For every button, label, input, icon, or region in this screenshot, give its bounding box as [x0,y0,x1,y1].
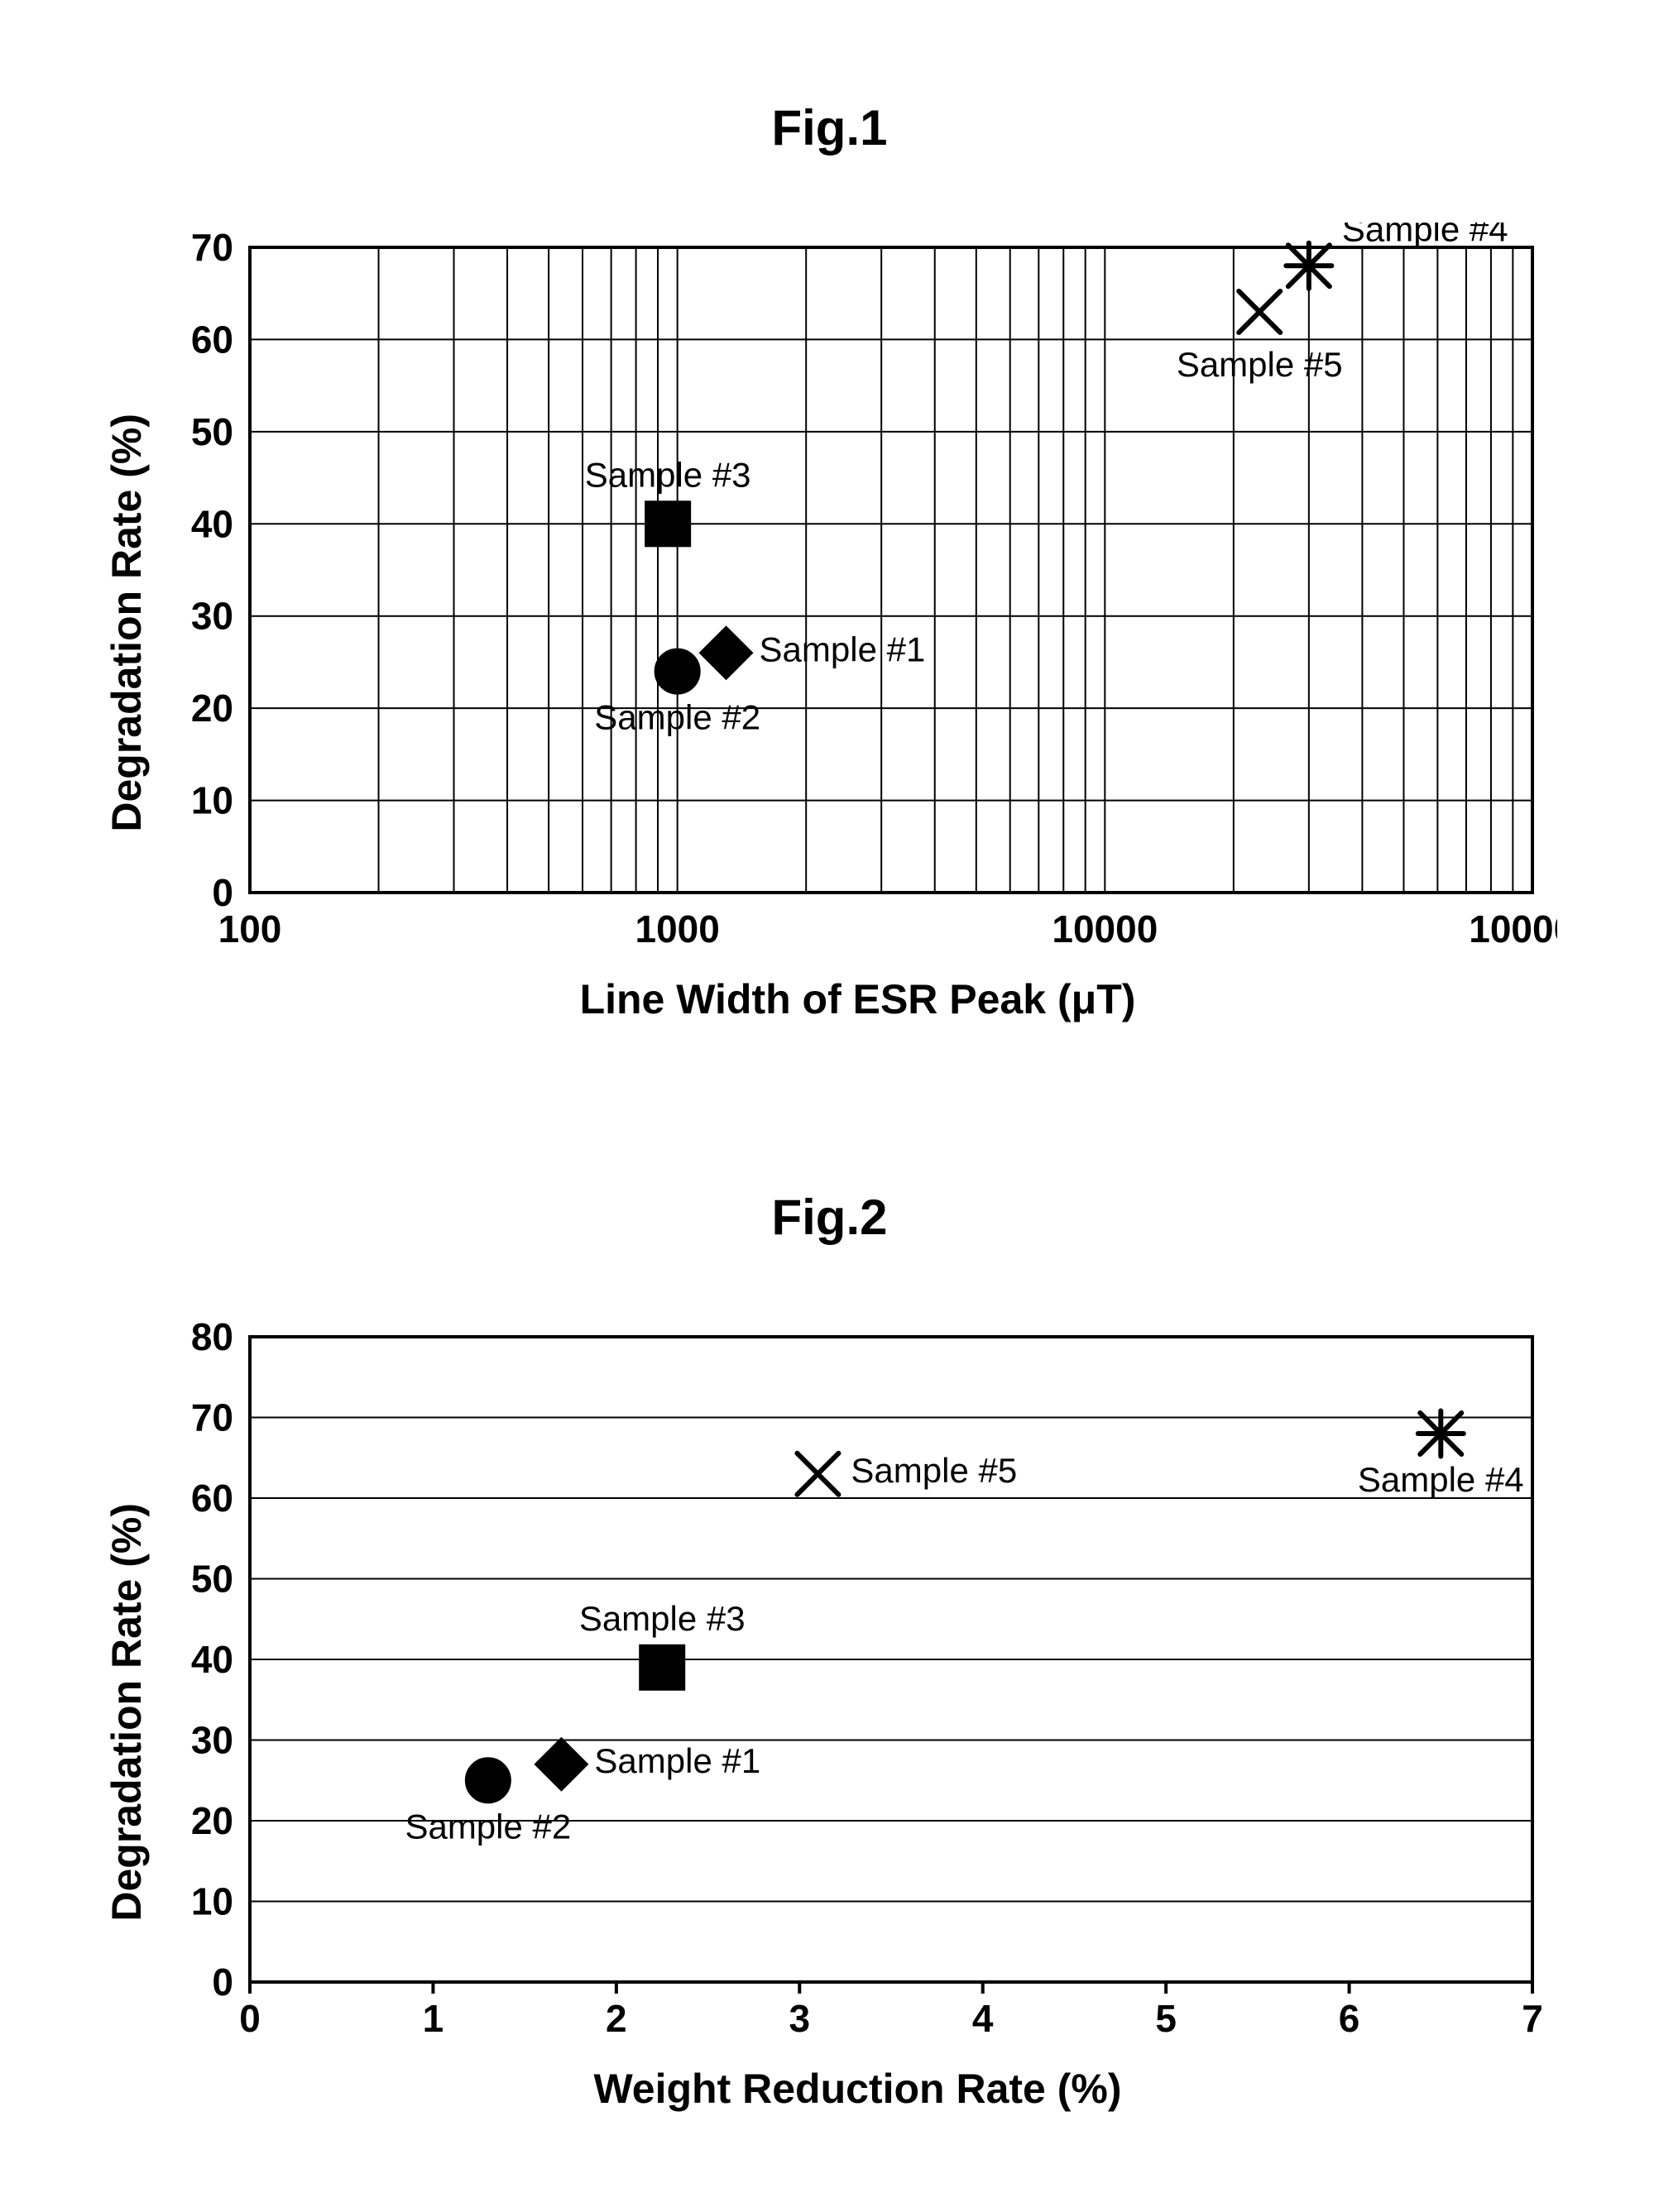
svg-text:Sample #2: Sample #2 [594,698,760,737]
svg-text:50: 50 [190,410,233,453]
svg-text:60: 60 [190,1477,233,1520]
fig2-chart: Degradation Rate (%) 0 10 20 30 40 50 60 70 80 0 1… [99,1312,1560,2113]
svg-text:1: 1 [422,1997,444,2040]
fig2-title: Fig.2 [99,1189,1560,1246]
svg-text:40: 40 [190,502,233,545]
fig1-xlabel: Line Width of ESR Peak (μT) [159,975,1557,1023]
svg-text:7: 7 [1522,1997,1543,2040]
svg-text:70: 70 [190,1396,233,1439]
fig1-chart: Degradation Rate (%) 0102030405060701001… [99,223,1560,1023]
svg-text:30: 30 [190,1719,233,1762]
svg-text:10: 10 [190,1880,233,1923]
svg-text:5: 5 [1155,1997,1177,2040]
svg-text:50: 50 [190,1558,233,1601]
fig2-xlabel: Weight Reduction Rate (%) [159,2065,1557,2113]
fig2-ylabel: Degradation Rate (%) [103,1503,151,1922]
svg-text:30: 30 [190,595,233,638]
svg-text:1000: 1000 [635,907,719,950]
svg-text:0: 0 [239,1997,261,2040]
svg-text:80: 80 [190,1315,233,1358]
svg-text:Sample #5: Sample #5 [851,1451,1017,1490]
svg-text:100: 100 [218,907,281,950]
svg-text:Sample #1: Sample #1 [594,1741,760,1780]
svg-text:60: 60 [190,318,233,361]
svg-text:10: 10 [190,779,233,822]
svg-text:20: 20 [190,687,233,730]
svg-text:20: 20 [190,1799,233,1842]
svg-text:70: 70 [190,226,233,269]
svg-text:Sample #3: Sample #3 [584,455,750,494]
svg-text:Sample #4: Sample #4 [1357,1460,1523,1499]
svg-text:3: 3 [789,1997,810,2040]
svg-text:100000: 100000 [1469,907,1557,950]
svg-text:6: 6 [1338,1997,1359,2040]
svg-text:2: 2 [606,1997,627,2040]
svg-text:0: 0 [212,1961,233,2004]
svg-text:40: 40 [190,1638,233,1681]
svg-text:Sample #5: Sample #5 [1176,345,1342,384]
fig1-title: Fig.1 [99,99,1560,156]
svg-text:Sample #2: Sample #2 [405,1807,571,1846]
svg-text:Sample #3: Sample #3 [578,1599,745,1638]
svg-text:Sample #1: Sample #1 [759,630,925,668]
svg-text:Sample #4: Sample #4 [1341,223,1508,248]
fig1-ylabel: Degradation Rate (%) [103,414,151,832]
svg-text:10000: 10000 [1052,907,1158,950]
svg-text:4: 4 [971,1997,993,2040]
fig1-svg: 010203040506070100100010000100000Sample … [159,223,1557,967]
fig2-svg: 0 10 20 30 40 50 60 70 80 0 1 2 3 4 5 6 7 Sample #1 Sample… [159,1312,1557,2056]
